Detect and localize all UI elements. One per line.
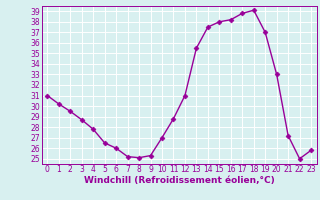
X-axis label: Windchill (Refroidissement éolien,°C): Windchill (Refroidissement éolien,°C) bbox=[84, 176, 275, 185]
